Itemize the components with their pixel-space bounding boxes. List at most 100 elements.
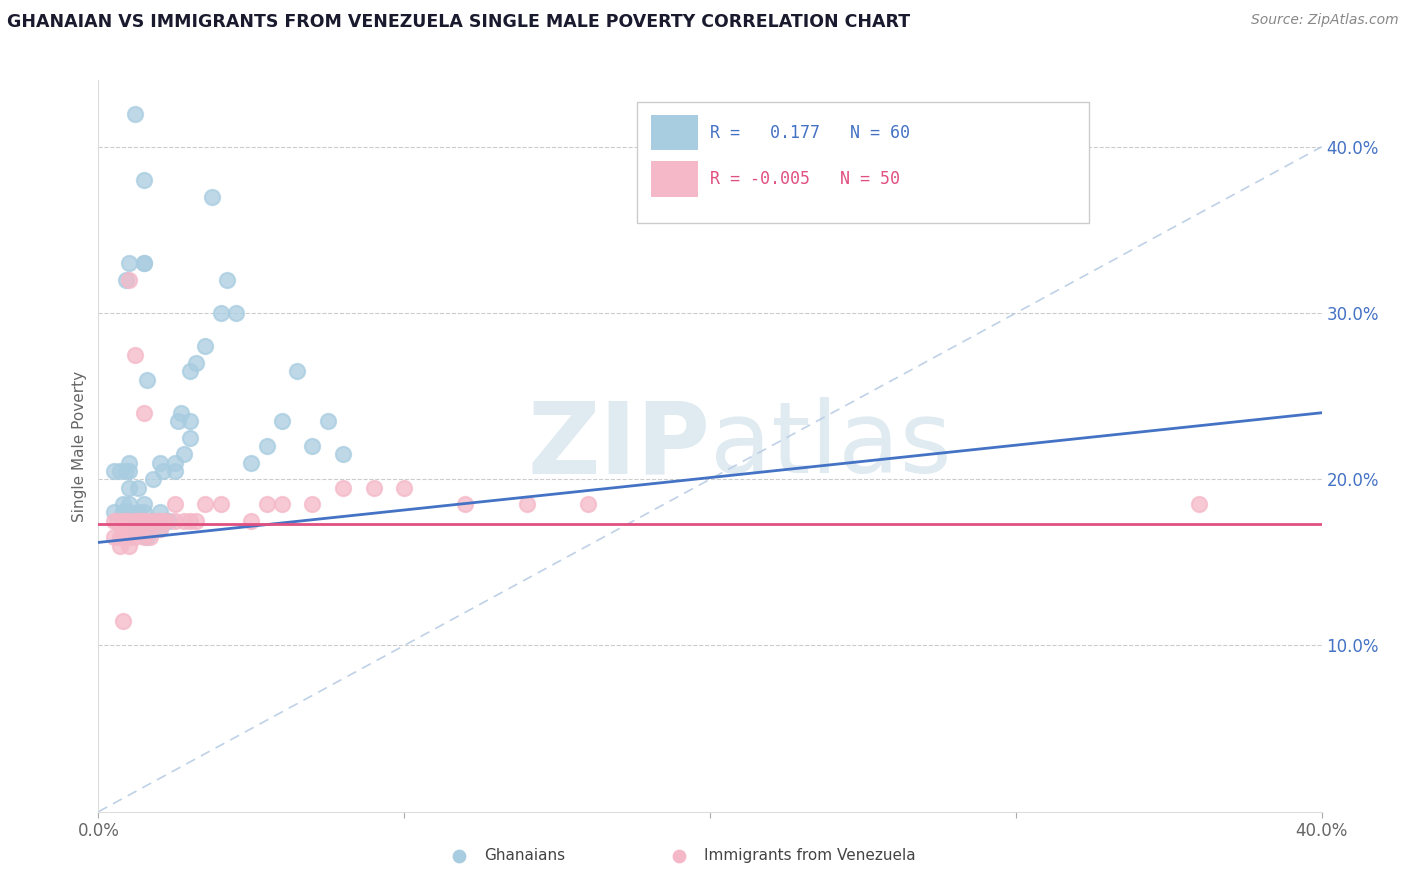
- Point: [173, 447, 195, 461]
- Point: [179, 364, 201, 378]
- Text: R =   0.177   N = 60: R = 0.177 N = 60: [710, 124, 910, 142]
- Point: [240, 456, 263, 470]
- Point: [118, 464, 141, 478]
- Point: [124, 530, 146, 544]
- Point: [142, 514, 165, 528]
- Point: [121, 522, 143, 536]
- Point: [103, 530, 125, 544]
- Point: [124, 514, 146, 528]
- Point: [392, 481, 416, 495]
- Point: [103, 506, 125, 520]
- Point: [124, 106, 146, 120]
- Point: [127, 514, 149, 528]
- Point: [194, 339, 217, 353]
- Text: atlas: atlas: [710, 398, 952, 494]
- Point: [149, 506, 172, 520]
- Point: [142, 514, 165, 528]
- Text: ZIP: ZIP: [527, 398, 710, 494]
- Point: [134, 406, 156, 420]
- Point: [155, 514, 177, 528]
- Point: [516, 497, 538, 511]
- Point: [173, 514, 195, 528]
- Point: [270, 497, 292, 511]
- FancyBboxPatch shape: [637, 103, 1090, 223]
- Point: [186, 356, 208, 370]
- Point: [136, 372, 159, 386]
- Point: [124, 514, 146, 528]
- Point: [118, 497, 141, 511]
- Point: [118, 256, 141, 270]
- Point: [118, 456, 141, 470]
- Text: Ghanaians: Ghanaians: [484, 848, 565, 863]
- Point: [256, 439, 278, 453]
- Point: [134, 256, 156, 270]
- Point: [163, 456, 186, 470]
- Point: [332, 481, 354, 495]
- Point: [332, 447, 354, 461]
- Point: [134, 522, 156, 536]
- Point: [157, 514, 180, 528]
- Point: [111, 614, 134, 628]
- Point: [209, 497, 232, 511]
- Point: [139, 530, 162, 544]
- Point: [163, 514, 186, 528]
- Point: [136, 530, 159, 544]
- FancyBboxPatch shape: [651, 161, 697, 196]
- Point: [149, 514, 172, 528]
- Point: [285, 364, 308, 378]
- Text: GHANAIAN VS IMMIGRANTS FROM VENEZUELA SINGLE MALE POVERTY CORRELATION CHART: GHANAIAN VS IMMIGRANTS FROM VENEZUELA SI…: [7, 13, 910, 31]
- Point: [118, 273, 141, 287]
- Point: [152, 514, 174, 528]
- Point: [103, 514, 125, 528]
- Point: [108, 539, 131, 553]
- Point: [115, 530, 138, 544]
- Point: [136, 514, 159, 528]
- Point: [129, 514, 152, 528]
- Point: [170, 406, 193, 420]
- Point: [111, 506, 134, 520]
- Point: [111, 497, 134, 511]
- Point: [179, 514, 201, 528]
- Point: [576, 497, 599, 511]
- Point: [142, 472, 165, 486]
- Point: [149, 456, 172, 470]
- Y-axis label: Single Male Poverty: Single Male Poverty: [72, 370, 87, 522]
- Point: [124, 347, 146, 362]
- Point: [145, 514, 167, 528]
- Point: [256, 497, 278, 511]
- Point: [179, 431, 201, 445]
- Point: [118, 539, 141, 553]
- Point: [136, 522, 159, 536]
- Point: [118, 506, 141, 520]
- Point: [209, 306, 232, 320]
- Point: [103, 464, 125, 478]
- FancyBboxPatch shape: [651, 115, 697, 151]
- Point: [134, 530, 156, 544]
- Point: [111, 514, 134, 528]
- Point: [316, 414, 339, 428]
- Point: [454, 497, 477, 511]
- Point: [270, 414, 292, 428]
- Point: [115, 464, 138, 478]
- Point: [134, 506, 156, 520]
- Point: [118, 530, 141, 544]
- Point: [301, 439, 323, 453]
- Point: [134, 497, 156, 511]
- Point: [194, 497, 217, 511]
- Point: [145, 514, 167, 528]
- Point: [163, 464, 186, 478]
- Point: [163, 497, 186, 511]
- Point: [363, 481, 385, 495]
- Point: [111, 530, 134, 544]
- Point: [127, 522, 149, 536]
- Point: [240, 514, 263, 528]
- Point: [152, 464, 174, 478]
- Point: [108, 464, 131, 478]
- Point: [127, 514, 149, 528]
- Point: [105, 514, 128, 528]
- Point: [200, 189, 222, 203]
- Point: [115, 514, 138, 528]
- Point: [134, 256, 156, 270]
- Text: Source: ZipAtlas.com: Source: ZipAtlas.com: [1251, 13, 1399, 28]
- Point: [118, 481, 141, 495]
